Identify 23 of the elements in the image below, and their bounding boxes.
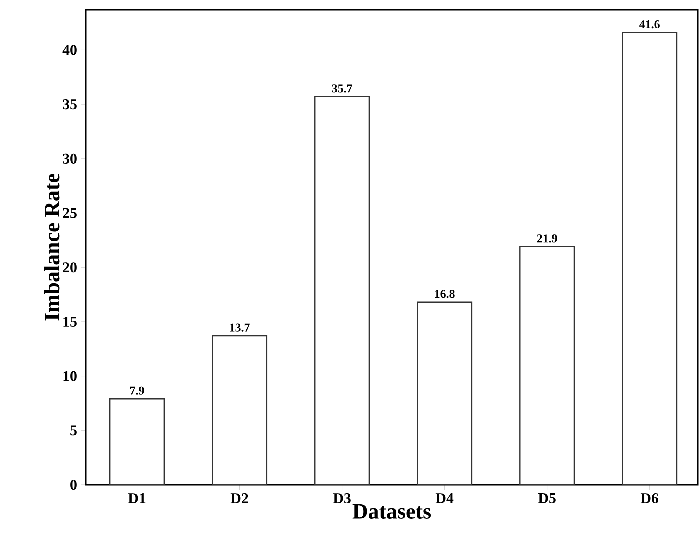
y-tick-label: 0 [70,480,77,490]
y-tick-label: 35 [63,100,77,110]
x-axis-title: Datasets [352,504,432,519]
data-label: 35.7 [332,84,352,93]
x-tick-label: D3 [333,494,351,504]
y-tick-label: 40 [62,45,77,56]
x-tick-label: D1 [128,494,146,504]
data-label: 13.7 [230,324,250,332]
y-tick-label: 10 [64,371,77,382]
x-tick-label: D5 [538,494,556,504]
y-axis-title: Imbalance Rate [44,174,60,321]
data-label: 7.9 [130,386,144,395]
y-tick-label: 20 [63,262,77,273]
y-tick-label: 5 [70,426,77,436]
x-tick-label: D4 [436,494,454,504]
data-label: 16.8 [435,290,455,298]
y-tick-label: 25 [63,208,77,218]
data-label: 21.9 [537,234,558,243]
data-label: 41.6 [640,20,660,29]
x-tick-label: D2 [230,494,248,504]
y-tick-label: 15 [64,316,77,327]
y-tick-label: 30 [63,154,77,164]
x-tick-label: D6 [640,494,659,504]
